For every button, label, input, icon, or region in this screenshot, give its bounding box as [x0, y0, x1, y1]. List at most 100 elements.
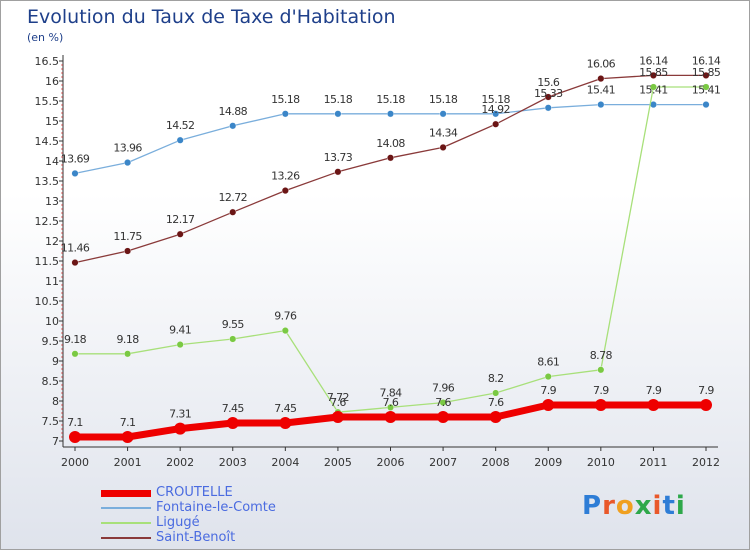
y-tick-label: 15.5: [35, 95, 60, 108]
series-point-ligug-: [281, 327, 289, 335]
data-label-ligug-: 7.72: [327, 391, 349, 404]
data-label-saint-beno-t: 16.14: [639, 54, 668, 67]
series-line-ligug-: [75, 86, 706, 413]
series-point-saint-beno-t: [229, 208, 237, 216]
data-label-fontaine-le-comte: 15.18: [271, 93, 300, 106]
y-tick-label: 9.5: [42, 335, 60, 348]
data-label-fontaine-le-comte: 14.88: [219, 105, 248, 118]
series-point-croutelle: [647, 399, 660, 411]
data-label-ligug-: 8.78: [590, 349, 613, 362]
data-label-croutelle: 7.6: [330, 396, 346, 409]
series-point-saint-beno-t: [387, 154, 395, 162]
series-point-saint-beno-t: [71, 259, 79, 267]
data-label-ligug-: 8.2: [488, 372, 504, 385]
series-point-croutelle: [437, 411, 450, 423]
logo-letter: t: [662, 491, 676, 521]
series-point-ligug-: [544, 373, 552, 381]
series-point-ligug-: [492, 389, 500, 397]
data-label-saint-beno-t: 13.26: [271, 170, 300, 183]
x-tick-label: 2000: [61, 456, 89, 469]
data-label-fontaine-le-comte: 13.69: [61, 152, 90, 165]
series-point-fontaine-le-comte: [124, 159, 132, 167]
data-label-croutelle: 7.9: [593, 384, 609, 397]
y-tick-label: 13.5: [35, 175, 60, 188]
legend-item: Fontaine-le-Comte: [101, 500, 361, 515]
series-point-croutelle: [594, 399, 607, 411]
data-label-saint-beno-t: 14.08: [376, 137, 405, 150]
series-point-croutelle: [331, 411, 344, 423]
y-tick-label: 16: [45, 75, 59, 88]
y-tick-label: 11.5: [35, 255, 60, 268]
x-tick-label: 2006: [377, 456, 405, 469]
y-tick-label: 8.5: [42, 375, 60, 388]
logo-letter: r: [602, 491, 616, 521]
y-tick-label: 7.5: [42, 415, 60, 428]
series-point-saint-beno-t: [544, 93, 552, 101]
series-point-saint-beno-t: [124, 247, 132, 255]
series-point-ligug-: [387, 403, 395, 411]
y-tick-label: 13: [45, 195, 59, 208]
series-point-saint-beno-t: [492, 120, 500, 128]
data-label-croutelle: 7.1: [120, 416, 136, 429]
x-tick-label: 2004: [271, 456, 299, 469]
y-tick-label: 12: [45, 235, 59, 248]
series-point-fontaine-le-comte: [597, 101, 605, 109]
series-point-ligug-: [124, 350, 132, 358]
series-layer: [69, 71, 712, 443]
data-label-saint-beno-t: 12.17: [166, 213, 195, 226]
legend-swatch: [101, 522, 151, 524]
legend-swatch: [101, 489, 151, 497]
legend-label: Ligugé: [156, 515, 200, 530]
data-label-croutelle: 7.6: [435, 396, 451, 409]
series-point-croutelle: [121, 431, 134, 443]
series-point-fontaine-le-comte: [334, 110, 342, 118]
y-tick-label: 9: [52, 355, 59, 368]
data-label-croutelle: 7.6: [488, 396, 504, 409]
series-point-ligug-: [702, 83, 710, 91]
series-point-fontaine-le-comte: [229, 122, 237, 130]
data-label-saint-beno-t: 11.75: [113, 230, 142, 243]
data-label-saint-beno-t: 14.34: [429, 126, 458, 139]
data-label-ligug-: 7.84: [379, 386, 402, 399]
series-point-fontaine-le-comte: [492, 110, 500, 118]
series-point-croutelle: [700, 399, 712, 411]
y-tick-label: 14: [45, 155, 59, 168]
data-label-croutelle: 7.45: [222, 402, 245, 415]
data-label-saint-beno-t: 16.14: [692, 54, 721, 67]
series-point-ligug-: [229, 335, 237, 343]
data-label-saint-beno-t: 14.92: [481, 103, 510, 116]
data-label-fontaine-le-comte: 15.18: [376, 93, 405, 106]
legend-swatch: [101, 537, 151, 539]
y-tick-label: 10: [45, 315, 59, 328]
logo-letter: i: [652, 491, 663, 521]
series-point-saint-beno-t: [334, 168, 342, 176]
series-point-croutelle: [279, 417, 292, 429]
y-tick-label: 12.5: [35, 215, 60, 228]
series-point-ligug-: [439, 399, 447, 407]
series-point-fontaine-le-comte: [176, 136, 184, 144]
data-label-ligug-: 9.76: [274, 310, 297, 323]
data-label-fontaine-le-comte: 15.41: [692, 84, 721, 97]
x-tick-label: 2010: [587, 456, 615, 469]
data-label-ligug-: 9.55: [222, 318, 245, 331]
data-label-saint-beno-t: 11.46: [61, 242, 90, 255]
x-tick-label: 2007: [429, 456, 457, 469]
x-tick-label: 2003: [219, 456, 247, 469]
data-label-fontaine-le-comte: 15.18: [324, 93, 353, 106]
series-point-croutelle: [542, 399, 555, 411]
data-label-croutelle: 7.9: [540, 384, 556, 397]
y-tick-label: 10.5: [35, 295, 60, 308]
x-tick-label: 2002: [166, 456, 194, 469]
data-label-croutelle: 7.9: [698, 384, 714, 397]
series-point-croutelle: [226, 417, 239, 429]
y-tick-label: 14.5: [35, 135, 60, 148]
series-point-croutelle: [69, 431, 81, 443]
logo-letter: o: [615, 491, 635, 521]
y-tick-label: 11: [45, 275, 59, 288]
series-point-fontaine-le-comte: [439, 110, 447, 118]
legend-label: Saint-Benoît: [156, 530, 236, 545]
y-tick-label: 16.5: [35, 55, 60, 68]
x-tick-label: 2001: [114, 456, 142, 469]
series-point-croutelle: [489, 411, 502, 423]
